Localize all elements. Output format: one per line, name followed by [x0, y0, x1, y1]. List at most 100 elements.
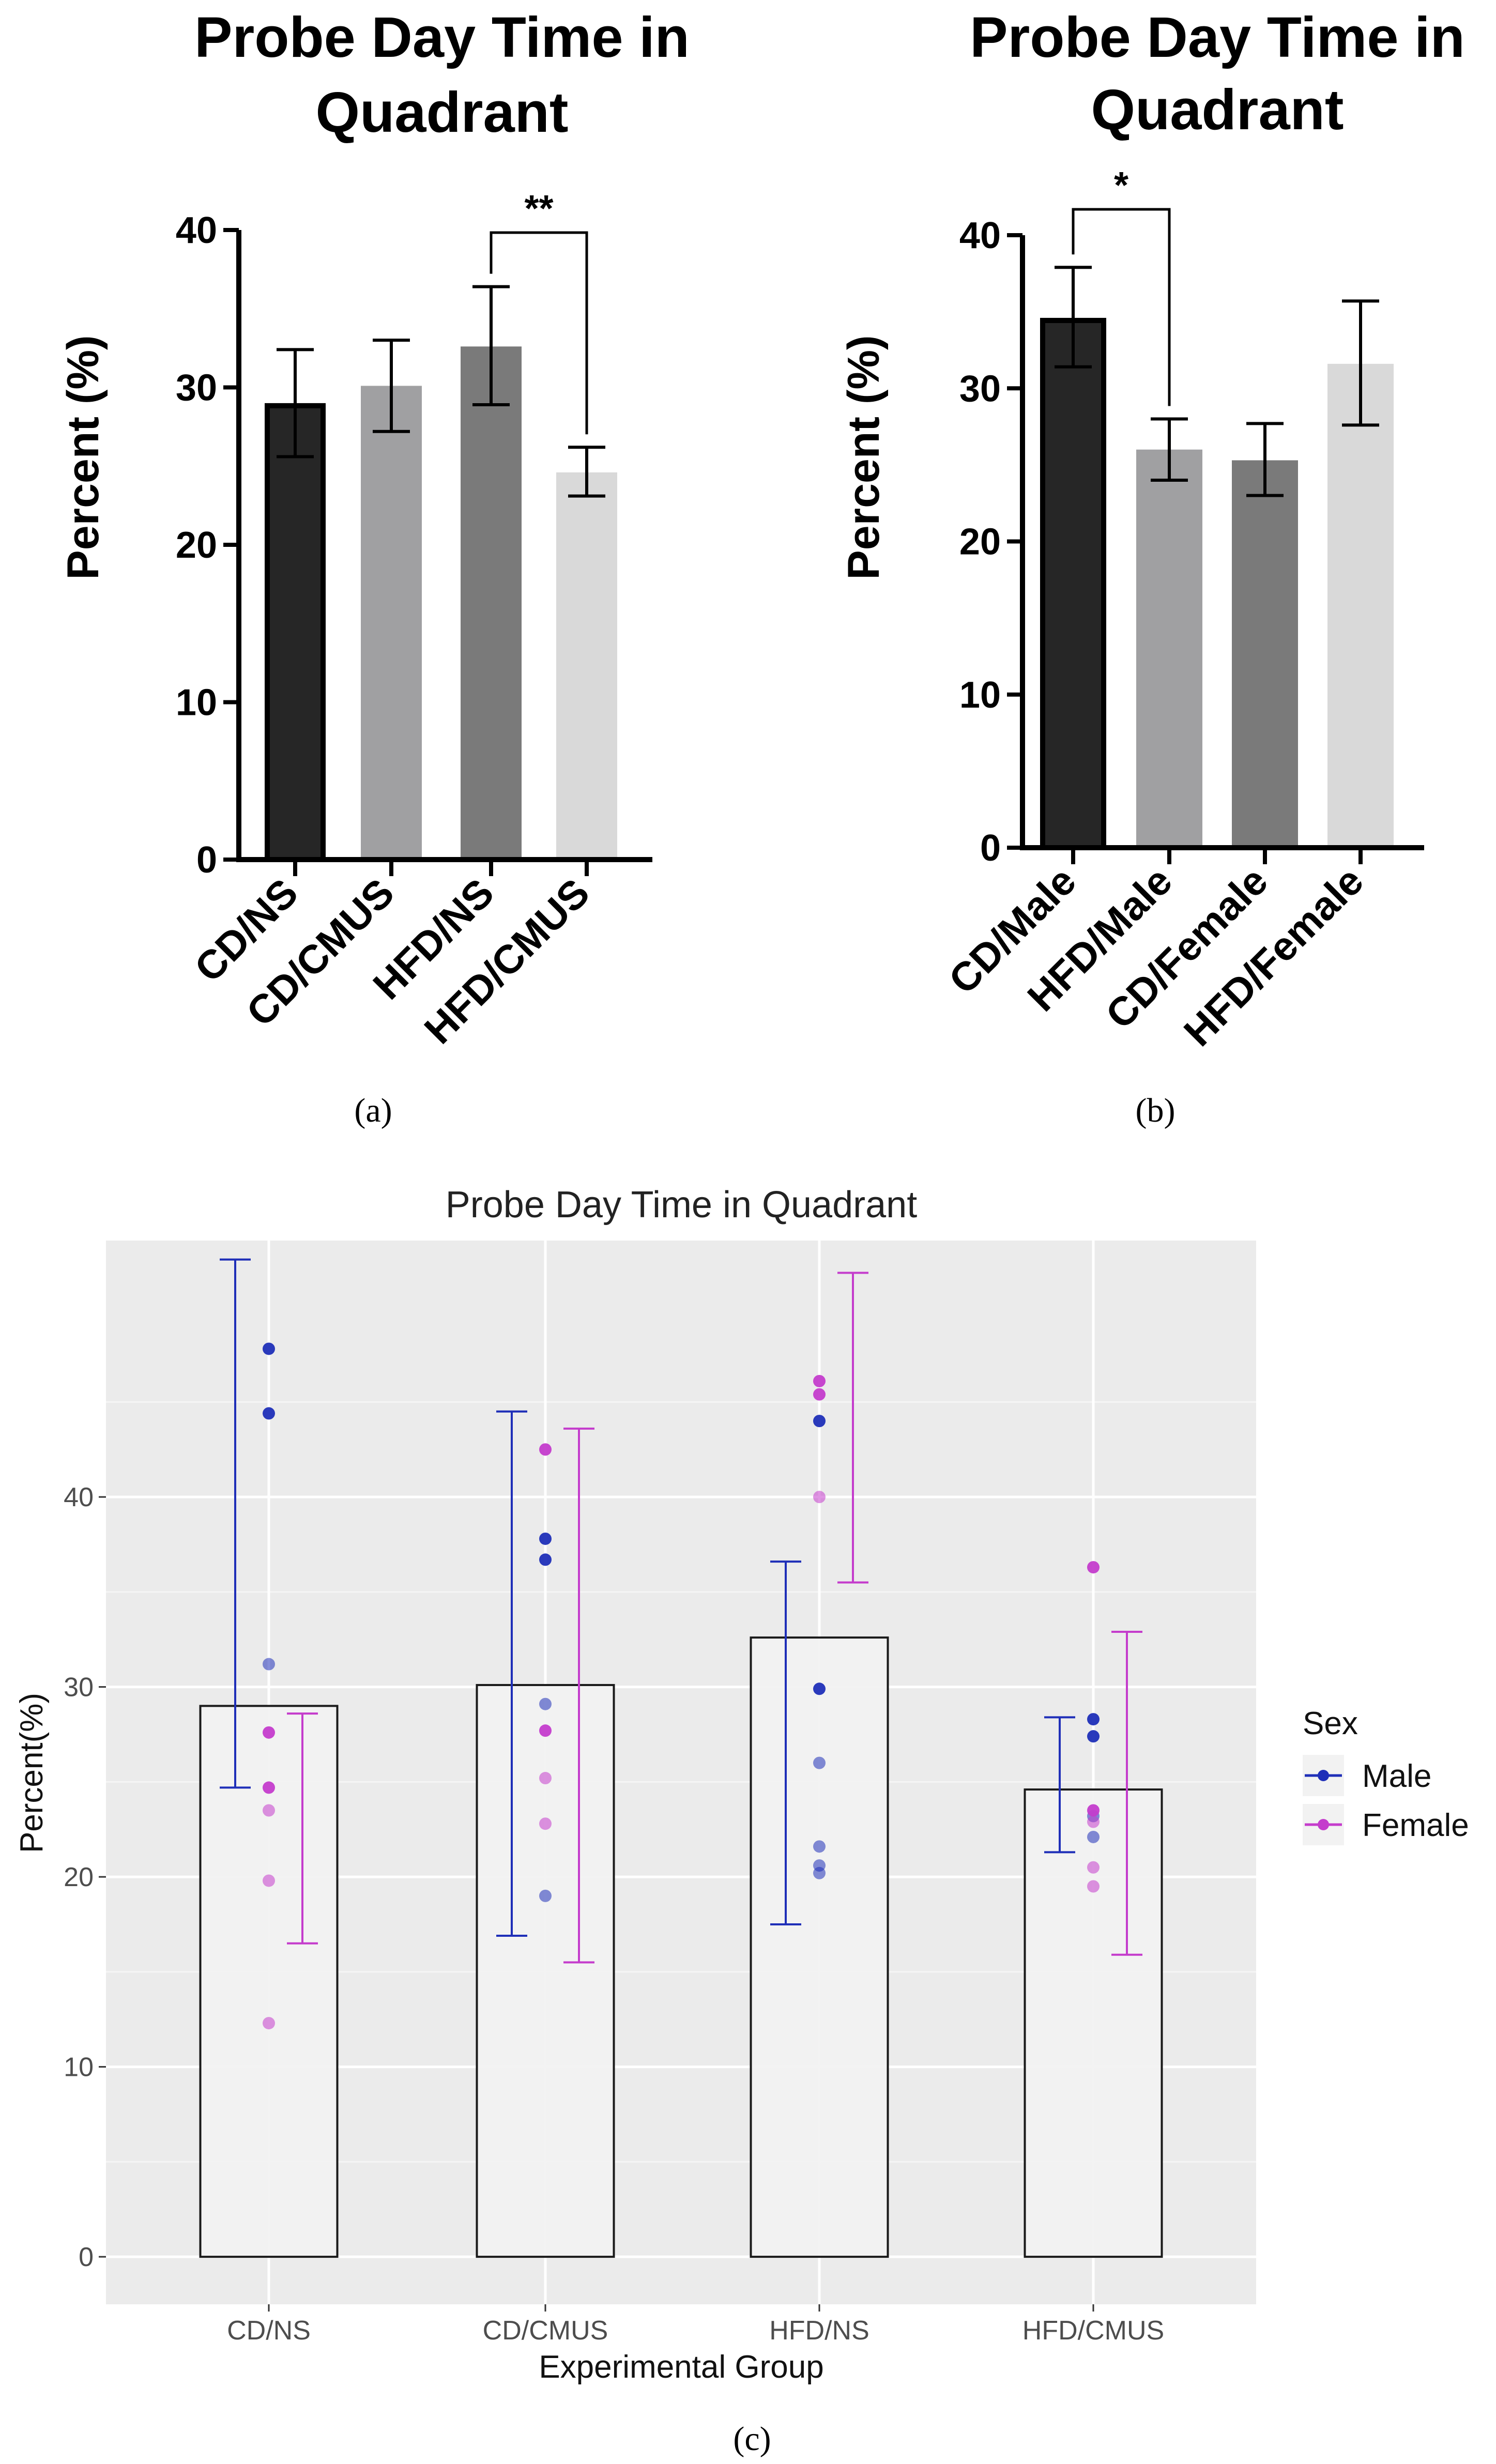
c-bar-hfd-ns — [750, 1636, 889, 2258]
b-significance-label-0: * — [1114, 165, 1128, 206]
a-y-tick-label-10: 10 — [176, 682, 217, 724]
panel-c-y-tick-labels: 0 10 20 30 40 — [64, 1482, 106, 2272]
panel-b-caption: (b) — [1136, 1092, 1176, 1129]
b-bar-hfd-male — [1136, 449, 1202, 848]
c-point-male-hfd-cmus-3 — [1087, 1830, 1100, 1843]
b-y-tick-label-0: 0 — [980, 828, 1001, 869]
c-point-male-cd-cmus-0 — [539, 1532, 552, 1545]
a-significance-bracket-0 — [490, 231, 588, 435]
panel-a-significance: ** — [490, 188, 588, 435]
c-point-female-hfd-cmus-3 — [1087, 1861, 1100, 1874]
panel-c-x-tick-labels: CD/NS CD/CMUS HFD/NS HFD/CMUS — [227, 2304, 1164, 2346]
b-significance-label-1: * — [1305, 0, 1320, 8]
c-point-male-hfd-cmus-0 — [1087, 1713, 1100, 1726]
b-bar-cd-female — [1232, 460, 1298, 848]
panel-c-y-axis-label: Percent(%) — [14, 1693, 50, 1853]
c-point-male-hfd-ns-1 — [813, 1682, 826, 1695]
panel-c-points — [263, 1342, 1100, 2030]
a-y-tick-label-40: 40 — [176, 210, 217, 251]
c-point-female-cd-ns-1 — [263, 1781, 275, 1794]
b-bar-cd-male — [1040, 317, 1106, 848]
c-y-tick-label-40: 40 — [64, 1482, 94, 1512]
c-x-tick-label-hfd-cmus: HFD/CMUS — [1022, 2316, 1164, 2346]
c-point-male-cd-cmus-2 — [539, 1697, 552, 1710]
c-point-female-cd-ns-2 — [263, 1804, 275, 1817]
c-point-female-hfd-cmus-0 — [1087, 1561, 1100, 1574]
a-bar-cd-cmus — [361, 386, 422, 860]
c-y-tick-label-30: 30 — [64, 1673, 94, 1703]
panel-c-legend: Sex Male Female — [1303, 1706, 1469, 1845]
legend-label-female: Female — [1362, 1808, 1469, 1843]
c-x-tick-label-hfd-ns: HFD/NS — [769, 2316, 869, 2346]
panel-c-error-bars — [220, 1258, 1142, 1964]
c-point-male-hfd-ns-3 — [813, 1840, 826, 1853]
panel-a-chart: Probe Day Time in Quadrant ** 010203040 … — [58, 6, 690, 1129]
panel-b-error-bars — [1055, 266, 1379, 497]
c-point-male-hfd-ns-5 — [813, 1866, 826, 1879]
c-x-tick-label-cd-ns: CD/NS — [227, 2316, 311, 2346]
a-bar-hfd-ns — [461, 346, 522, 860]
panel-b-y-axis-label: Percent (%) — [839, 335, 889, 579]
c-point-male-cd-ns-0 — [263, 1342, 275, 1355]
panel-a-title-line1: Probe Day Time in — [194, 6, 690, 69]
c-point-male-hfd-ns-0 — [813, 1415, 826, 1428]
legend-key-female-dot — [1318, 1819, 1329, 1830]
c-point-male-cd-cmus-3 — [539, 1889, 552, 1902]
c-point-female-hfd-cmus-1 — [1087, 1804, 1100, 1817]
panel-a-error-bars — [277, 285, 605, 498]
a-y-tick-label-30: 30 — [176, 368, 217, 409]
c-point-female-hfd-cmus-4 — [1087, 1880, 1100, 1893]
c-point-female-cd-cmus-0 — [539, 1443, 552, 1456]
c-point-female-cd-ns-0 — [263, 1726, 275, 1739]
panel-b-chart: Probe Day Time in Quadrant ** 010203040 … — [839, 0, 1465, 1129]
panel-c-chart: Probe Day Time in Quadrant 0 10 20 30 40 CD/… — [14, 1184, 1469, 2458]
c-bar-cd-cmus — [476, 1684, 615, 2258]
c-point-female-hfd-cmus-2 — [1087, 1815, 1100, 1828]
legend-label-male: Male — [1362, 1758, 1431, 1794]
c-y-tick-label-20: 20 — [64, 1862, 94, 1892]
c-point-male-hfd-ns-2 — [813, 1756, 826, 1769]
panel-b-title-line1: Probe Day Time in — [970, 6, 1465, 69]
b-bar-hfd-female — [1327, 363, 1394, 848]
c-point-female-cd-ns-3 — [263, 1874, 275, 1887]
c-bar-hfd-cmus — [1024, 1788, 1163, 2258]
b-y-tick-label-10: 10 — [959, 675, 1001, 716]
c-point-female-cd-ns-4 — [263, 2017, 275, 2030]
b-y-tick-label-40: 40 — [959, 215, 1001, 256]
c-point-female-cd-cmus-1 — [539, 1724, 552, 1737]
panel-b-axes: 0 10 20 30 40 — [959, 215, 1424, 869]
legend-key-male-dot — [1318, 1770, 1329, 1781]
c-bar-cd-ns — [199, 1705, 339, 2258]
a-y-tick-label-0: 0 — [196, 839, 217, 881]
a-significance-label-0: ** — [524, 188, 553, 229]
c-point-female-hfd-ns-0 — [813, 1374, 826, 1387]
b-significance-bracket-0 — [1072, 208, 1171, 406]
c-point-female-cd-cmus-3 — [539, 1817, 552, 1830]
panel-c-title: Probe Day Time in Quadrant — [446, 1184, 917, 1226]
panel-a-bars — [265, 346, 617, 862]
a-bar-cd-ns — [265, 403, 326, 860]
a-y-tick-label-20: 20 — [176, 525, 217, 566]
panel-a-title-line2: Quadrant — [316, 81, 569, 144]
legend-title: Sex — [1303, 1706, 1358, 1741]
panel-a-axes: 0 10 20 30 40 — [176, 210, 652, 881]
c-y-tick-label-10: 10 — [64, 2053, 94, 2083]
c-point-female-hfd-ns-2 — [813, 1491, 826, 1504]
c-x-tick-label-cd-cmus: CD/CMUS — [483, 2316, 608, 2346]
panel-b-significance: ** — [1072, 0, 1320, 406]
panel-b-bars — [1040, 317, 1394, 850]
b-y-tick-label-20: 20 — [959, 522, 1001, 563]
panel-a-y-axis-label: Percent (%) — [58, 335, 108, 579]
c-point-male-hfd-cmus-1 — [1087, 1730, 1100, 1743]
c-point-male-cd-ns-1 — [263, 1407, 275, 1420]
panel-b-title-line2: Quadrant — [1091, 78, 1344, 142]
a-bar-hfd-cmus — [556, 472, 617, 860]
panel-a-caption: (a) — [354, 1092, 392, 1129]
c-y-tick-label-0: 0 — [79, 2242, 94, 2272]
c-point-male-cd-ns-2 — [263, 1658, 275, 1671]
c-point-male-cd-cmus-1 — [539, 1553, 552, 1566]
panel-c-caption: (c) — [733, 2420, 771, 2458]
